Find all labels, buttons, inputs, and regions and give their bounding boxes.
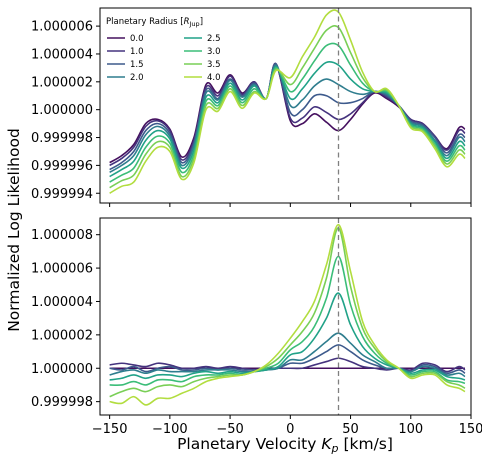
bottom-y-tick-label: 0.999998 bbox=[31, 395, 93, 410]
top-series-line-3.0 bbox=[109, 42, 466, 183]
top-x-ticks bbox=[109, 203, 472, 207]
top-y-tick-label: 0.999996 bbox=[31, 159, 93, 174]
bottom-panel-frame bbox=[99, 217, 472, 416]
top-series-line-4.0 bbox=[109, 9, 466, 194]
legend-title: Planetary Radius [RJup] bbox=[106, 17, 203, 28]
bottom-series-line-4.0 bbox=[109, 223, 466, 406]
legend-label-4.0: 4.0 bbox=[207, 73, 221, 83]
top-series-line-2.5 bbox=[109, 60, 466, 178]
top-y-ticks: 0.999994 0.999996 0.999998 1.000000 1.000002… bbox=[31, 20, 100, 202]
top-y-tick-label: 1.000000 bbox=[31, 103, 93, 118]
bottom-y-ticks: 0.999998 1.000000 1.000002 1.000004 1.000006… bbox=[31, 228, 100, 410]
bottom-y-tick-label: 1.000006 bbox=[31, 262, 93, 277]
bottom-panel: 0.999998 1.000000 1.000002 1.000004 1.000006… bbox=[31, 217, 482, 437]
x-tick-label: 150 bbox=[459, 422, 482, 437]
bottom-y-tick-label: 1.000004 bbox=[31, 295, 93, 310]
bottom-series-line-2.5 bbox=[109, 292, 466, 381]
legend-label-3.0: 3.0 bbox=[207, 47, 221, 57]
x-tick-label: 50 bbox=[342, 422, 359, 437]
x-tick-label: −100 bbox=[152, 422, 188, 437]
bottom-series-group bbox=[109, 223, 466, 406]
top-y-tick-label: 0.999998 bbox=[31, 131, 93, 146]
bottom-y-tick-label: 1.000002 bbox=[31, 328, 93, 343]
x-tick-label: 0 bbox=[286, 422, 294, 437]
legend-label-3.5: 3.5 bbox=[207, 60, 221, 70]
top-y-tick-label: 0.999994 bbox=[31, 187, 93, 202]
x-tick-label: 100 bbox=[398, 422, 423, 437]
top-y-tick-label: 1.000004 bbox=[31, 47, 93, 62]
legend-label-1.5: 1.5 bbox=[130, 60, 144, 70]
top-series-line-0.0 bbox=[109, 62, 466, 164]
bottom-series-line-1.0 bbox=[109, 357, 466, 373]
y-axis-label: Normalized Log Likelihood bbox=[5, 128, 23, 332]
x-tick-label: −150 bbox=[92, 422, 128, 437]
bottom-x-ticks: −150 −100 −50 0 50 100 150 bbox=[92, 415, 482, 437]
top-panel-frame bbox=[99, 7, 472, 204]
top-y-tick-label: 1.000006 bbox=[31, 20, 93, 35]
legend: Planetary Radius [RJup] 0.0 1.0 1.5 2.0 2.5 3… bbox=[106, 17, 221, 83]
legend-entries: 0.0 1.0 1.5 2.0 2.5 3.0 3.5 4.0 bbox=[107, 34, 221, 83]
top-series-line-3.5 bbox=[109, 25, 466, 189]
top-y-tick-label: 1.000002 bbox=[31, 75, 93, 90]
top-series-line-2.0 bbox=[109, 64, 466, 174]
bottom-series-line-3.5 bbox=[109, 227, 466, 398]
top-series-line-1.5 bbox=[109, 62, 466, 171]
bottom-y-tick-label: 1.000008 bbox=[31, 228, 93, 243]
x-tick-label: −50 bbox=[216, 422, 243, 437]
legend-label-1.0: 1.0 bbox=[130, 47, 144, 57]
bottom-series-line-2.0 bbox=[109, 332, 466, 378]
top-series-line-1.0 bbox=[109, 62, 466, 167]
top-panel: 0.999994 0.999996 0.999998 1.000000 1.000002… bbox=[31, 7, 472, 207]
bottom-y-tick-label: 1.000000 bbox=[31, 362, 93, 377]
x-axis-label: Planetary Velocity Kp [km/s] bbox=[177, 435, 393, 455]
top-series-group bbox=[109, 9, 466, 194]
legend-label-0.0: 0.0 bbox=[130, 34, 144, 44]
legend-label-2.5: 2.5 bbox=[207, 34, 221, 44]
legend-label-2.0: 2.0 bbox=[130, 73, 144, 83]
bottom-series-line-3.0 bbox=[109, 255, 466, 386]
